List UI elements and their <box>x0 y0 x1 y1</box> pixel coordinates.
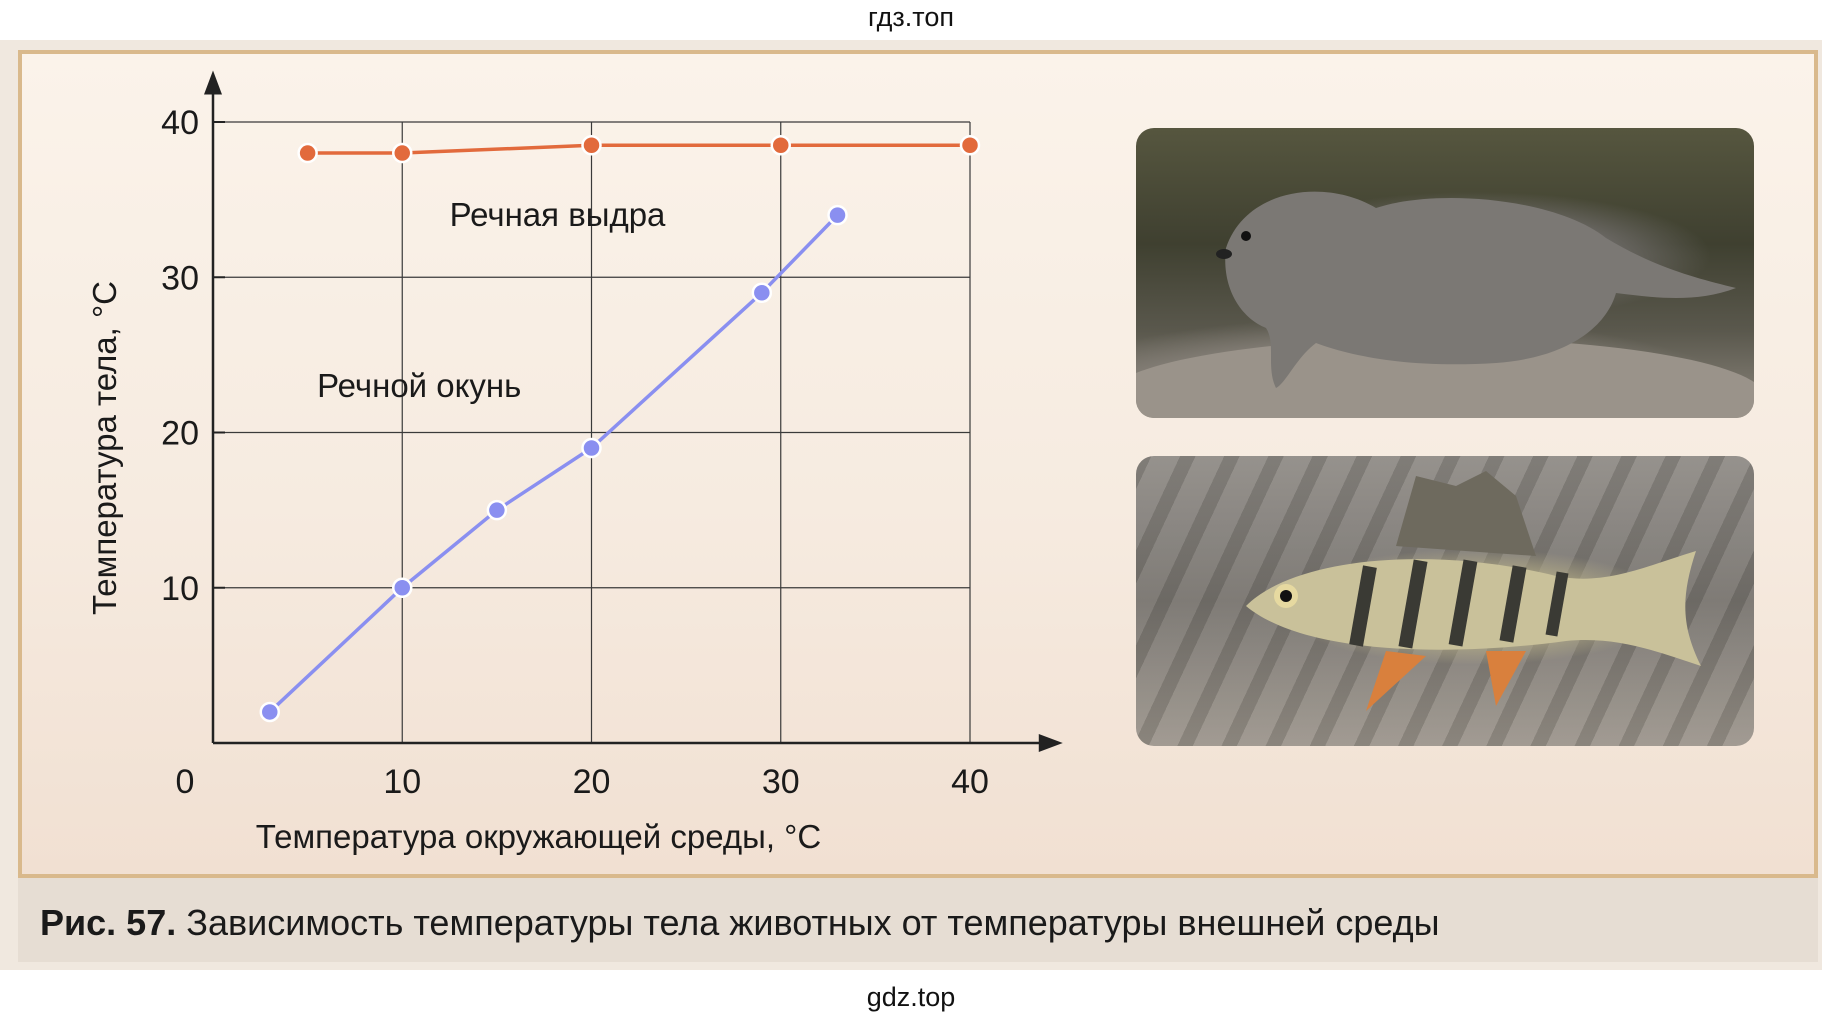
y-tick-label-10: 10 <box>161 570 199 608</box>
y-tick-label-20: 20 <box>161 415 199 453</box>
data-point-otter-0 <box>297 142 318 164</box>
y-axis-arrow <box>204 70 222 95</box>
otter-photo <box>1136 128 1754 418</box>
chart-ticks: 0 10 20 30 40 10 20 30 40 <box>161 104 989 801</box>
data-point-perch-4 <box>751 282 773 304</box>
caption-strip <box>18 878 1818 962</box>
data-point-otter-2 <box>581 135 602 156</box>
chart-grid <box>213 121 971 743</box>
data-point-perch-2 <box>486 499 508 521</box>
chart-axes <box>204 70 1063 752</box>
caption-text: Зависимость температуры тела животных от… <box>176 902 1440 943</box>
data-point-otter-3 <box>770 135 791 156</box>
x-tick-label-10: 10 <box>383 763 421 801</box>
figure-caption: Рис. 57. Зависимость температуры тела жи… <box>40 902 1439 944</box>
x-tick-label-40: 40 <box>951 763 989 801</box>
chart-series <box>259 135 981 723</box>
series-label-perch: Речной окунь <box>317 367 521 404</box>
watermark-bottom: gdz.top <box>866 982 956 1012</box>
data-point-perch-0 <box>259 701 281 723</box>
data-point-perch-1 <box>392 577 413 598</box>
x-tick-label-30: 30 <box>762 763 800 801</box>
data-point-otter-4 <box>959 135 981 156</box>
series-label-otter: Речная выдра <box>450 196 666 233</box>
series-line-perch <box>268 213 839 714</box>
watermark-top: гдз.топ <box>868 2 954 32</box>
x-axis-arrow <box>1038 734 1063 752</box>
x-tick-label-20: 20 <box>573 763 611 801</box>
x-tick-label-0: 0 <box>176 763 195 801</box>
data-point-otter-1 <box>392 142 413 164</box>
x-axis-label: Температура окружающей среды, °С <box>256 818 821 855</box>
perch-photo <box>1136 456 1754 746</box>
y-tick-label-30: 30 <box>161 259 199 297</box>
data-point-perch-3 <box>581 437 602 459</box>
y-tick-label-40: 40 <box>161 104 199 142</box>
y-axis-label: Температура тела, °С <box>86 281 123 615</box>
data-point-perch-5 <box>827 204 848 226</box>
caption-number: Рис. 57. <box>40 902 177 943</box>
